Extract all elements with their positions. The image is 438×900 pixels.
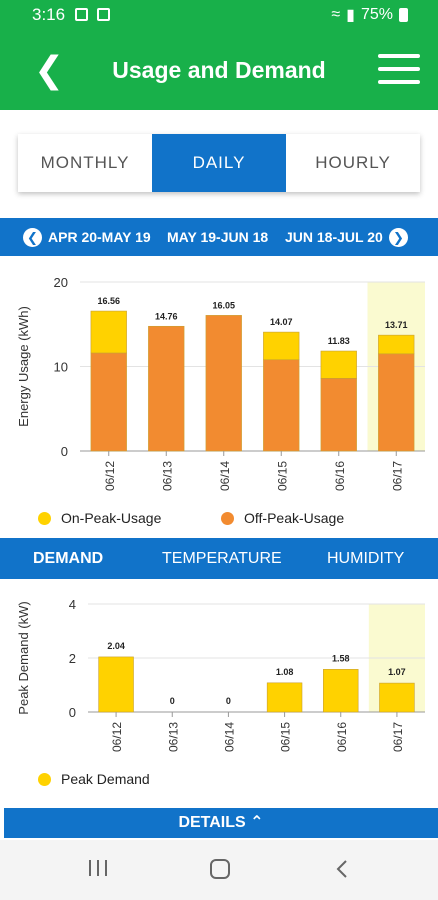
y-axis-title: Peak Demand (kW)	[16, 601, 31, 714]
y-tick-label: 2	[69, 651, 76, 666]
y-tick-label: 0	[69, 705, 76, 720]
bar-off-peak	[320, 378, 357, 452]
y-tick-label: 20	[54, 275, 68, 290]
period-tabs: MONTHLY DAILY HOURLY	[18, 134, 420, 192]
bar-peak-demand	[266, 682, 303, 713]
legend-off-peak-label: Off-Peak-Usage	[244, 510, 345, 526]
details-button[interactable]: DETAILS ⌃	[4, 808, 438, 838]
x-tick-label: 06/14	[222, 722, 236, 752]
bar-on-peak	[263, 331, 300, 361]
period-1[interactable]: APR 20-MAY 19	[48, 229, 151, 245]
bar-value-label: 1.58	[332, 653, 350, 663]
bar-peak-demand	[98, 656, 134, 713]
image-notification-icon	[75, 8, 88, 21]
chevron-up-icon: ⌃	[250, 814, 264, 831]
tab-daily[interactable]: DAILY	[152, 134, 286, 192]
period-2[interactable]: MAY 19-JUN 18	[167, 229, 269, 245]
page-title: Usage and Demand	[112, 57, 326, 83]
x-tick-label: 06/14	[218, 461, 232, 491]
x-tick-label: 06/17	[390, 461, 404, 491]
wifi-icon: ≈	[331, 6, 341, 23]
x-tick-label: 06/15	[279, 722, 293, 752]
legend-peak-demand-label: Peak Demand	[61, 771, 150, 787]
bar-total-label: 13.71	[385, 320, 408, 330]
status-bar: 3:16 ≈ ▮ 75%	[0, 0, 438, 30]
y-tick-label: 4	[69, 597, 76, 612]
tab-hourly[interactable]: HOURLY	[315, 153, 391, 172]
bar-peak-demand	[323, 669, 359, 713]
bar-total-label: 14.07	[270, 317, 293, 327]
system-back-icon[interactable]	[334, 858, 350, 880]
x-tick-label: 06/12	[103, 461, 117, 491]
tab-monthly[interactable]: MONTHLY	[40, 153, 130, 172]
x-tick-label: 06/16	[333, 461, 347, 491]
energy-usage-chart: 0 10 20 Energy Usage (kWh) 16.56 06/12 14.76 06…	[16, 275, 425, 491]
previous-period-icon[interactable]: ❮	[23, 228, 42, 247]
status-time: 3:16	[32, 5, 66, 24]
tab-humidity[interactable]: HUMIDITY	[327, 550, 405, 567]
bar-off-peak	[263, 359, 300, 452]
on-peak-dot-icon	[38, 511, 51, 525]
bar-on-peak	[378, 334, 415, 355]
bar-total-label: 11.83	[328, 336, 350, 346]
y-tick-label: 0	[61, 444, 68, 459]
metric-tabs: DEMAND TEMPERATURE HUMIDITY	[0, 538, 438, 579]
tab-demand[interactable]: DEMAND	[33, 550, 104, 567]
y-axis-title: Energy Usage (kWh)	[16, 306, 31, 427]
bar-value-label: 0	[170, 696, 175, 706]
battery-percent: 75%	[360, 6, 393, 23]
x-tick-label: 06/16	[335, 722, 349, 752]
system-nav-bar	[0, 840, 438, 900]
bar-total-label: 16.05	[212, 300, 235, 310]
signal-icon: ▮	[346, 7, 355, 24]
bar-on-peak	[320, 350, 357, 379]
bar-off-peak	[378, 353, 415, 452]
x-tick-label: 06/15	[275, 461, 289, 491]
legend-on-peak: On-Peak-Usage	[38, 510, 161, 526]
bar-total-label: 16.56	[97, 296, 120, 306]
app-notification-icon	[97, 8, 110, 21]
bar-off-peak	[90, 352, 127, 452]
x-tick-label: 06/13	[160, 461, 174, 491]
x-tick-label: 06/17	[391, 722, 405, 752]
legend-peak-demand: Peak Demand	[38, 771, 150, 787]
bar-value-label: 0	[226, 696, 231, 706]
bar-on-peak	[90, 310, 127, 354]
x-tick-label: 06/13	[166, 722, 180, 752]
y-tick-label: 10	[54, 360, 68, 375]
billing-period-bar: ❮ APR 20-MAY 19 MAY 19-JUN 18 JUN 18-JUL…	[0, 218, 438, 256]
off-peak-dot-icon	[221, 511, 234, 525]
hamburger-menu-icon[interactable]	[378, 54, 420, 86]
back-arrow-icon[interactable]: ❮	[34, 49, 65, 90]
bar-off-peak	[205, 315, 242, 452]
peak-demand-dot-icon	[38, 772, 51, 786]
status-right: ≈ ▮ 75%	[331, 5, 408, 25]
bar-off-peak	[148, 325, 185, 452]
x-tick-label: 06/12	[110, 722, 124, 752]
legend-on-peak-label: On-Peak-Usage	[61, 510, 162, 526]
legend-off-peak: Off-Peak-Usage	[221, 510, 344, 526]
next-period-icon[interactable]: ❯	[389, 228, 408, 247]
bar-value-label: 1.08	[276, 667, 294, 677]
tab-temperature[interactable]: TEMPERATURE	[162, 550, 282, 567]
period-3[interactable]: JUN 18-JUL 20	[285, 229, 383, 245]
bar-peak-demand	[379, 682, 415, 713]
bar-value-label: 2.04	[107, 641, 125, 651]
app-bar: ❮ Usage and Demand	[0, 30, 438, 110]
recent-apps-icon[interactable]	[87, 858, 109, 878]
home-icon[interactable]	[208, 858, 232, 880]
bar-value-label: 1.07	[388, 667, 406, 677]
battery-icon	[399, 8, 408, 22]
details-label: DETAILS	[178, 814, 246, 831]
peak-demand-chart: 0 2 4 Peak Demand (kW) 2.04 06/12 0 06/13 0 06/14…	[16, 597, 425, 752]
bar-total-label: 14.76	[155, 311, 178, 321]
